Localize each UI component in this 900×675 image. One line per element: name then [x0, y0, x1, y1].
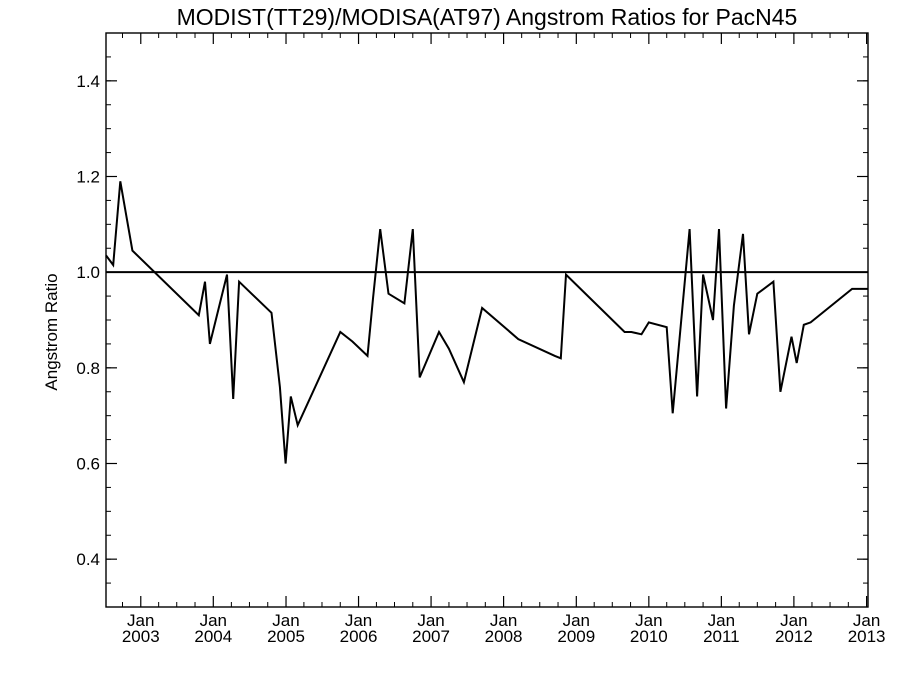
chart-title: MODIST(TT29)/MODISA(AT97) Angstrom Ratio…	[177, 4, 798, 30]
y-tick-label: 0.8	[76, 359, 100, 378]
x-tick-label-year: 2003	[122, 627, 160, 646]
x-tick-label-year: 2004	[194, 627, 232, 646]
x-tick-label-month: Jan	[127, 611, 154, 630]
x-tick-label-year: 2007	[412, 627, 450, 646]
x-tick-label-year: 2011	[703, 627, 740, 646]
plot-area: 0.40.60.81.01.21.4Jan2003Jan2004Jan2005J…	[76, 32, 886, 646]
y-tick-label: 0.6	[76, 455, 100, 474]
x-tick-label-month: Jan	[417, 611, 444, 630]
series-line	[105, 181, 868, 464]
x-tick-label-year: 2010	[630, 627, 668, 646]
x-tick-label-month: Jan	[563, 611, 590, 630]
y-tick-label: 1.0	[76, 263, 100, 282]
x-tick-label-month: Jan	[635, 611, 662, 630]
y-tick-label: 1.4	[76, 72, 100, 91]
y-axis-label: Angstrom Ratio	[42, 273, 61, 390]
x-tick-label-month: Jan	[490, 611, 517, 630]
x-tick-label-year: 2006	[340, 627, 378, 646]
x-tick-label-year: 2012	[775, 627, 813, 646]
x-tick-label-year: 2008	[485, 627, 523, 646]
x-tick-label-year: 2005	[267, 627, 305, 646]
y-tick-label: 1.2	[76, 168, 100, 187]
x-tick-label-month: Jan	[853, 611, 880, 630]
x-tick-label-year: 2009	[557, 627, 595, 646]
x-tick-label-month: Jan	[200, 611, 227, 630]
x-tick-label-year: 2013	[848, 627, 886, 646]
x-tick-label-month: Jan	[780, 611, 807, 630]
y-tick-label: 0.4	[76, 550, 100, 569]
x-tick-label-month: Jan	[345, 611, 372, 630]
plot-frame	[105, 32, 869, 608]
x-tick-label-month: Jan	[708, 611, 735, 630]
x-tick-label-month: Jan	[272, 611, 299, 630]
